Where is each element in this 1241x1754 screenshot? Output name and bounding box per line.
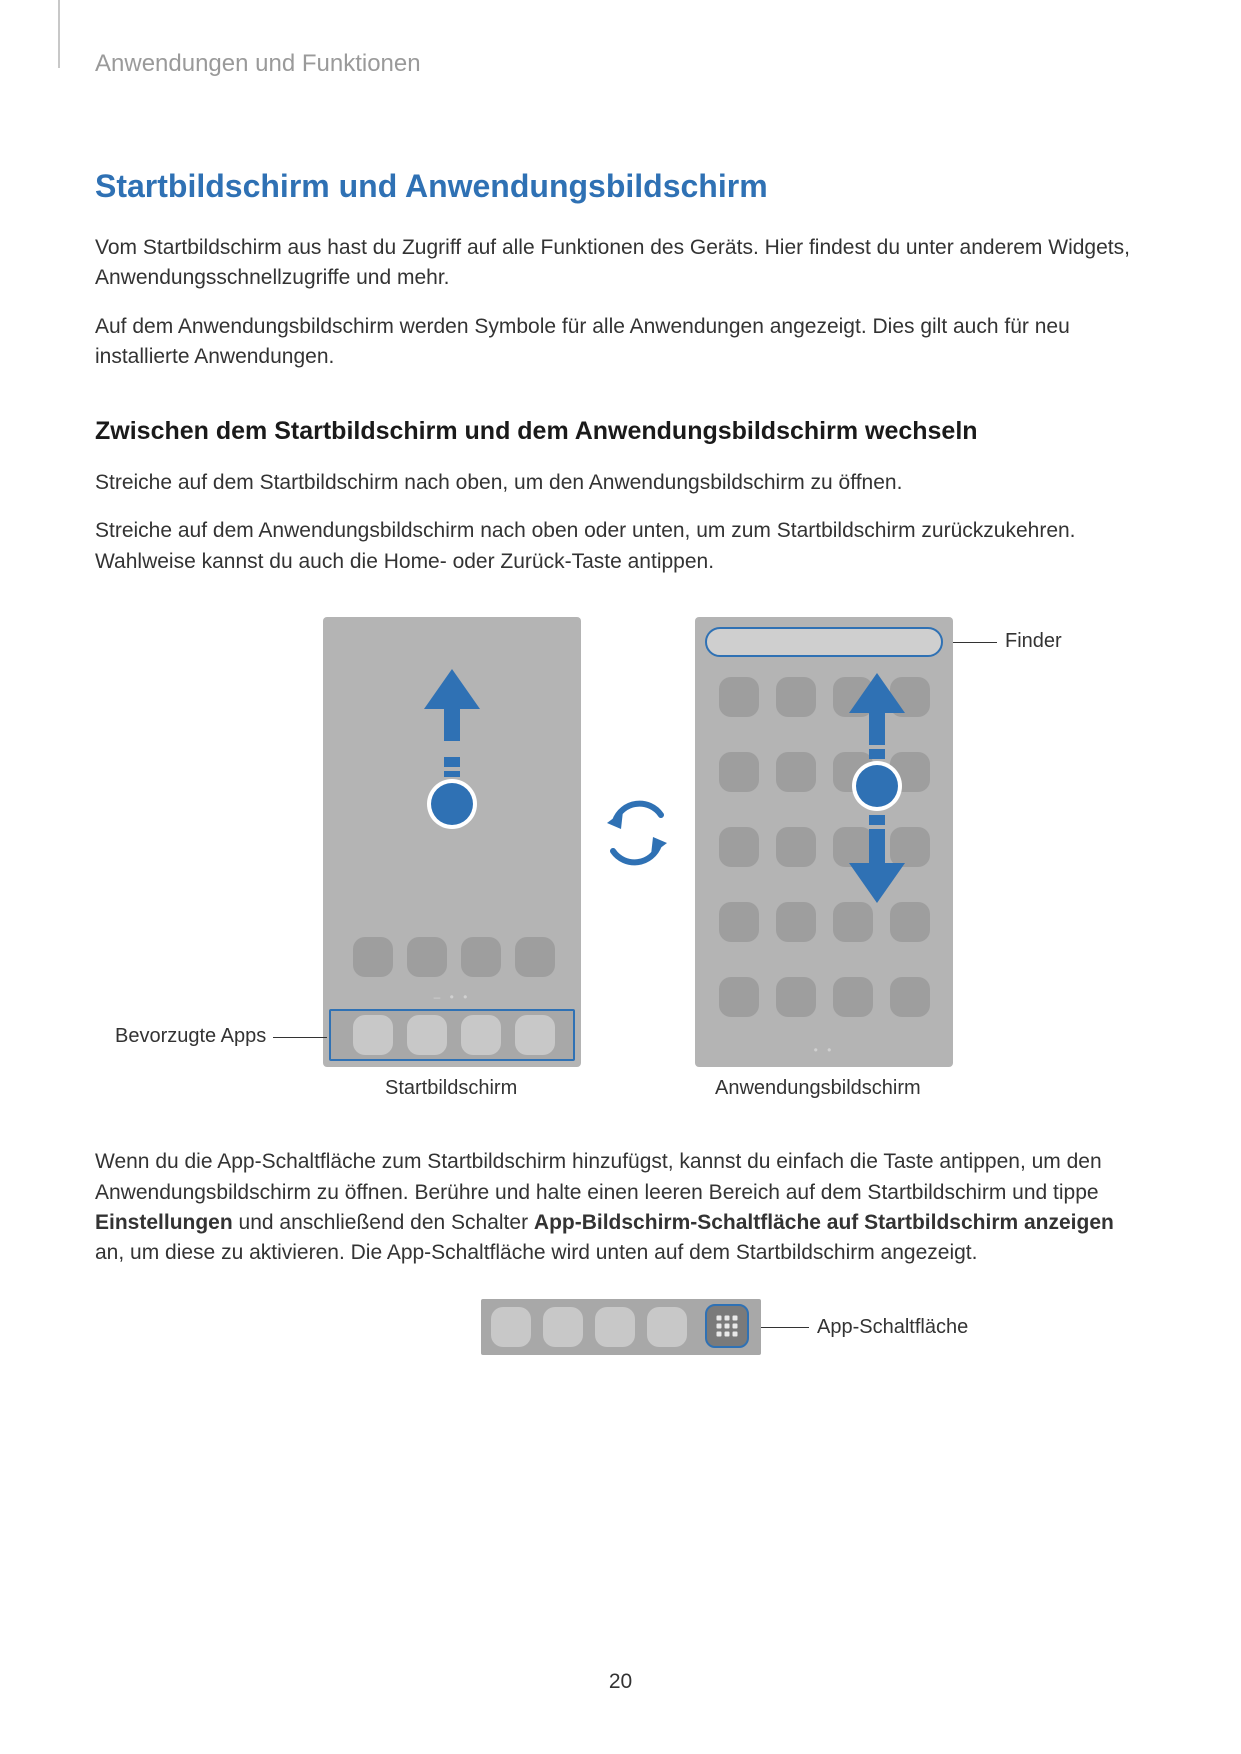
body-paragraph-2: Streiche auf dem Anwendungsbildschirm na… [95,516,1146,577]
finder-search-bar [705,627,943,657]
dock-app-icon [461,1015,501,1055]
bold-setting-toggle: App-Bildschirm-Schaltfläche auf Startbil… [534,1211,1114,1234]
breadcrumb: Anwendungen und Funktionen [95,50,1146,78]
caption-home: Startbildschirm [385,1077,517,1100]
app-icon [833,977,873,1017]
page-number: 20 [609,1670,632,1694]
caption-apps: Anwendungsbildschirm [715,1077,921,1100]
page-indicator: – • • [434,990,471,1004]
app-icon [461,937,501,977]
dock-app-icon [647,1307,687,1347]
swipe-up-icon [424,669,480,829]
annotation-favorite-apps: Bevorzugte Apps [115,1025,266,1048]
dock-strip-diagram: App-Schaltfläche [95,1299,1146,1369]
app-icon [776,752,816,792]
swipe-vertical-icon [849,673,905,933]
app-icon [719,752,759,792]
manual-page: Anwendungen und Funktionen Startbildschi… [0,0,1241,1754]
intro-paragraph-1: Vom Startbildschirm aus hast du Zugriff … [95,233,1146,294]
dock-app-icon [353,1015,393,1055]
page-title: Startbildschirm und Anwendungsbildschirm [95,168,1146,205]
apps-screen-mockup: • • [695,617,953,1067]
leader-line [953,642,997,643]
leader-line [761,1327,809,1328]
section-heading: Zwischen dem Startbildschirm und dem Anw… [95,417,1146,446]
text-segment: an, um diese zu aktivieren. Die App-Scha… [95,1241,977,1264]
text-segment: und anschließend den Schalter [239,1211,534,1234]
favorites-dock [329,1009,575,1061]
sync-arrows-icon [601,797,673,869]
app-icon [719,677,759,717]
leader-line [273,1037,327,1038]
annotation-finder: Finder [1005,630,1062,653]
app-icon [776,827,816,867]
apps-button-icon [705,1304,749,1348]
header-side-rule [58,0,60,68]
text-segment: Wenn du die App-Schaltfläche zum Startbi… [95,1150,1102,1203]
dock-app-icon [515,1015,555,1055]
app-icon [719,902,759,942]
page-indicator: • • [814,1043,835,1057]
app-icon [515,937,555,977]
app-icon [776,902,816,942]
annotation-app-button: App-Schaltfläche [817,1316,968,1339]
intro-paragraph-2: Auf dem Anwendungsbildschirm werden Symb… [95,312,1146,373]
dock-app-icon [491,1307,531,1347]
home-screen-mockup: – • • [323,617,581,1067]
app-icon [719,827,759,867]
app-icon [719,977,759,1017]
bold-setting-einstellungen: Einstellungen [95,1211,233,1234]
screens-diagram: – • • [95,617,1146,1107]
body-paragraph-1: Streiche auf dem Startbildschirm nach ob… [95,468,1146,498]
app-icon [890,977,930,1017]
app-icon [776,677,816,717]
app-icon [407,937,447,977]
app-icon [353,937,393,977]
dock-app-icon [595,1307,635,1347]
app-icon [776,977,816,1017]
dock-strip [481,1299,761,1355]
after-diagram-paragraph: Wenn du die App-Schaltfläche zum Startbi… [95,1147,1146,1269]
dock-app-icon [543,1307,583,1347]
dock-app-icon [407,1015,447,1055]
